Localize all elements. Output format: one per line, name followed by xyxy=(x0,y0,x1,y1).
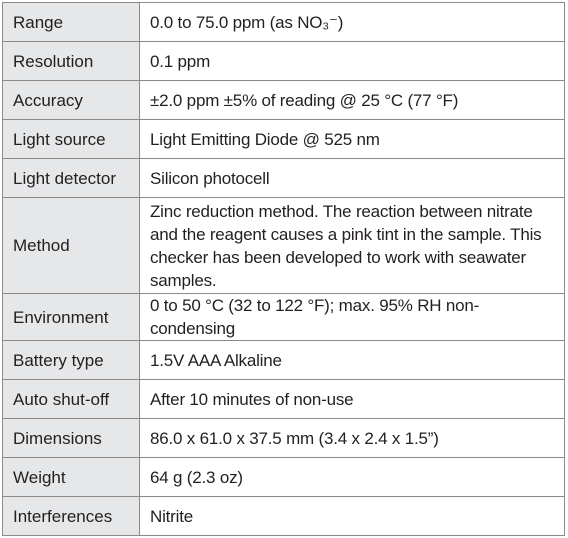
spec-label: Environment xyxy=(2,293,140,341)
spec-row-light-detector: Light detector Silicon photocell xyxy=(2,158,565,198)
spec-value: ±2.0 ppm ±5% of reading @ 25 °C (77 °F) xyxy=(139,80,565,120)
spec-label: Interferences xyxy=(2,496,140,536)
spec-value: 0.0 to 75.0 ppm (as NO₃⁻) xyxy=(139,2,565,42)
spec-row-method: Method Zinc reduction method. The reacti… xyxy=(2,197,565,294)
spec-row-light-source: Light source Light Emitting Diode @ 525 … xyxy=(2,119,565,159)
spec-value: Light Emitting Diode @ 525 nm xyxy=(139,119,565,159)
spec-value: 0 to 50 °C (32 to 122 °F); max. 95% RH n… xyxy=(139,293,565,341)
spec-label: Resolution xyxy=(2,41,140,81)
spec-label: Auto shut-off xyxy=(2,379,140,419)
spec-row-weight: Weight 64 g (2.3 oz) xyxy=(2,457,565,497)
spec-value: Silicon photocell xyxy=(139,158,565,198)
spec-row-auto-shut-off: Auto shut-off After 10 minutes of non-us… xyxy=(2,379,565,419)
spec-label: Light detector xyxy=(2,158,140,198)
spec-row-resolution: Resolution 0.1 ppm xyxy=(2,41,565,81)
spec-value: 64 g (2.3 oz) xyxy=(139,457,565,497)
spec-label: Method xyxy=(2,197,140,294)
spec-row-range: Range 0.0 to 75.0 ppm (as NO₃⁻) xyxy=(2,2,565,42)
spec-label: Battery type xyxy=(2,340,140,380)
spec-value: 86.0 x 61.0 x 37.5 mm (3.4 x 2.4 x 1.5”) xyxy=(139,418,565,458)
spec-value: After 10 minutes of non-use xyxy=(139,379,565,419)
spec-row-environment: Environment 0 to 50 °C (32 to 122 °F); m… xyxy=(2,293,565,341)
spec-label: Weight xyxy=(2,457,140,497)
spec-label: Light source xyxy=(2,119,140,159)
spec-row-battery-type: Battery type 1.5V AAA Alkaline xyxy=(2,340,565,380)
spec-label: Range xyxy=(2,2,140,42)
spec-row-dimensions: Dimensions 86.0 x 61.0 x 37.5 mm (3.4 x … xyxy=(2,418,565,458)
spec-row-interferences: Interferences Nitrite xyxy=(2,496,565,536)
spec-row-accuracy: Accuracy ±2.0 ppm ±5% of reading @ 25 °C… xyxy=(2,80,565,120)
spec-value: 1.5V AAA Alkaline xyxy=(139,340,565,380)
spec-value: Nitrite xyxy=(139,496,565,536)
spec-label: Accuracy xyxy=(2,80,140,120)
spec-value: 0.1 ppm xyxy=(139,41,565,81)
spec-label: Dimensions xyxy=(2,418,140,458)
spec-value: Zinc reduction method. The reaction betw… xyxy=(139,197,565,294)
